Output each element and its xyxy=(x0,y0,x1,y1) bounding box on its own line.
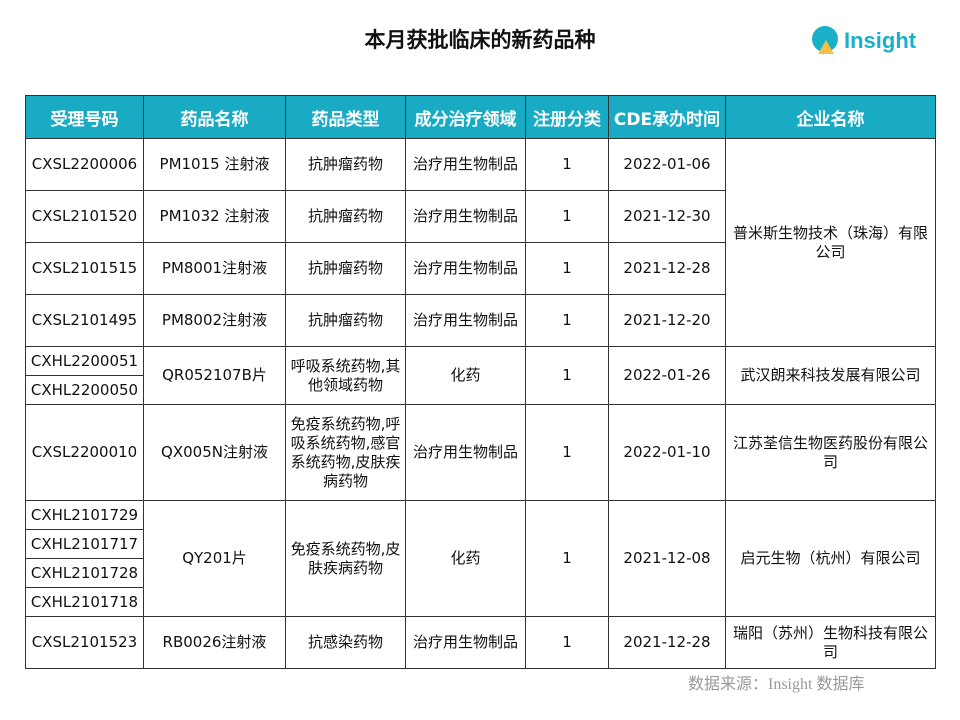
registration-class: 1 xyxy=(525,294,609,347)
cde-date: 2021-12-28 xyxy=(608,616,726,669)
therapy-area: 治疗用生物制品 xyxy=(405,294,526,347)
registration-class: 1 xyxy=(525,500,609,617)
therapy-area: 化药 xyxy=(405,346,526,405)
drug-type: 免疫系统药物,呼吸系统药物,感官系统药物,皮肤疾病药物 xyxy=(285,404,406,501)
drug-name: QR052107B片 xyxy=(143,346,286,405)
drug-name: QX005N注射液 xyxy=(143,404,286,501)
drug-name: PM1015 注射液 xyxy=(143,138,286,191)
registration-class: 1 xyxy=(525,242,609,295)
acceptance-number: CXSL2101520 xyxy=(25,190,144,243)
table-row: CXHL2200050 xyxy=(25,375,936,405)
drug-type: 抗肿瘤药物 xyxy=(285,294,406,347)
registration-class: 1 xyxy=(525,404,609,501)
drug-name: RB0026注射液 xyxy=(143,616,286,669)
drug-type: 抗肿瘤药物 xyxy=(285,242,406,295)
table-row: CXHL2101717 xyxy=(25,529,936,559)
cde-date: 2021-12-28 xyxy=(608,242,726,295)
therapy-area: 治疗用生物制品 xyxy=(405,242,526,295)
company-name: 普米斯生物技术（珠海）有限公司 xyxy=(725,138,936,347)
page-title: 本月获批临床的新药品种 xyxy=(364,28,596,52)
table-header: 受理号码 药品名称 药品类型 成分治疗领域 注册分类 CDE承办时间 企业名称 xyxy=(25,95,936,139)
company-name: 武汉朗来科技发展有限公司 xyxy=(725,346,936,405)
table-row: CXSL2101515 PM8001注射液 抗肿瘤药物 治疗用生物制品 1 2021-12… xyxy=(25,242,936,295)
table-row: CXSL2101520 PM1032 注射液 抗肿瘤药物 治疗用生物制品 1 2021-1… xyxy=(25,190,936,243)
drug-type: 抗肿瘤药物 xyxy=(285,138,406,191)
column-header: CDE承办时间 xyxy=(608,95,726,139)
insight-logo: Insight xyxy=(808,26,916,56)
table-row: CXSL2200006 PM1015 注射液 抗肿瘤药物 治疗用生物制品 1 2022-0… xyxy=(25,138,936,347)
acceptance-number: CXSL2101515 xyxy=(25,242,144,295)
drug-name: QY201片 xyxy=(143,500,286,617)
cde-date: 2021-12-30 xyxy=(608,190,726,243)
registration-class: 1 xyxy=(525,190,609,243)
company-name: 江苏荃信生物医药股份有限公司 xyxy=(725,404,936,501)
drug-name: PM8002注射液 xyxy=(143,294,286,347)
column-header: 成分治疗领域 xyxy=(405,95,526,139)
therapy-area: 治疗用生物制品 xyxy=(405,616,526,669)
table-row: CXHL2200051 QR052107B片 呼吸系统药物,其他领域药物 化药 1 202… xyxy=(25,346,936,405)
acceptance-number: CXHL2101728 xyxy=(25,558,144,588)
column-header: 注册分类 xyxy=(525,95,609,139)
drug-type: 免疫系统药物,皮肤疾病药物 xyxy=(285,500,406,617)
drug-name: PM1032 注射液 xyxy=(143,190,286,243)
registration-class: 1 xyxy=(525,346,609,405)
acceptance-number: CXHL2101718 xyxy=(25,587,144,617)
cde-date: 2021-12-20 xyxy=(608,294,726,347)
acceptance-number: CXSL2101495 xyxy=(25,294,144,347)
insight-logo-icon xyxy=(808,26,838,56)
drug-type: 抗肿瘤药物 xyxy=(285,190,406,243)
column-header: 药品名称 xyxy=(143,95,286,139)
table-row: CXSL2101523 RB0026注射液 抗感染药物 治疗用生物制品 1 2021-12… xyxy=(25,616,936,669)
table-row: CXHL2101718 xyxy=(25,587,936,617)
table-row: CXHL2101728 xyxy=(25,558,936,588)
cde-date: 2022-01-06 xyxy=(608,138,726,191)
acceptance-number: CXHL2200051 xyxy=(25,346,144,376)
therapy-area: 化药 xyxy=(405,500,526,617)
data-source: 数据来源：Insight 数据库 xyxy=(688,676,865,693)
drug-type: 抗感染药物 xyxy=(285,616,406,669)
table-row: CXHL2101729 QY201片 免疫系统药物,皮肤疾病药物 化药 1 2021-12… xyxy=(25,500,936,617)
therapy-area: 治疗用生物制品 xyxy=(405,138,526,191)
registration-class: 1 xyxy=(525,138,609,191)
company-name: 启元生物（杭州）有限公司 xyxy=(725,500,936,617)
table-row: CXSL2101495 PM8002注射液 抗肿瘤药物 治疗用生物制品 1 2021-12… xyxy=(25,294,936,347)
drug-table: 受理号码 药品名称 药品类型 成分治疗领域 注册分类 CDE承办时间 企业名称 CXSL22… xyxy=(25,95,936,669)
therapy-area: 治疗用生物制品 xyxy=(405,190,526,243)
acceptance-number: CXHL2101717 xyxy=(25,529,144,559)
acceptance-number: CXSL2200010 xyxy=(25,404,144,501)
drug-name: PM8001注射液 xyxy=(143,242,286,295)
acceptance-number: CXHL2200050 xyxy=(25,375,144,405)
therapy-area: 治疗用生物制品 xyxy=(405,404,526,501)
acceptance-number: CXHL2101729 xyxy=(25,500,144,530)
registration-class: 1 xyxy=(525,616,609,669)
cde-date: 2022-01-26 xyxy=(608,346,726,405)
acceptance-number: CXSL2101523 xyxy=(25,616,144,669)
logo-text: Insight xyxy=(844,28,917,53)
cde-date: 2022-01-10 xyxy=(608,404,726,501)
drug-type: 呼吸系统药物,其他领域药物 xyxy=(285,346,406,405)
column-header: 药品类型 xyxy=(285,95,406,139)
acceptance-number: CXSL2200006 xyxy=(25,138,144,191)
column-header: 企业名称 xyxy=(725,95,936,139)
cde-date: 2021-12-08 xyxy=(608,500,726,617)
company-name: 瑞阳（苏州）生物科技有限公司 xyxy=(725,616,936,669)
column-header: 受理号码 xyxy=(25,95,144,139)
table-row: CXSL2200010 QX005N注射液 免疫系统药物,呼吸系统药物,感官系统药物… xyxy=(25,404,936,501)
